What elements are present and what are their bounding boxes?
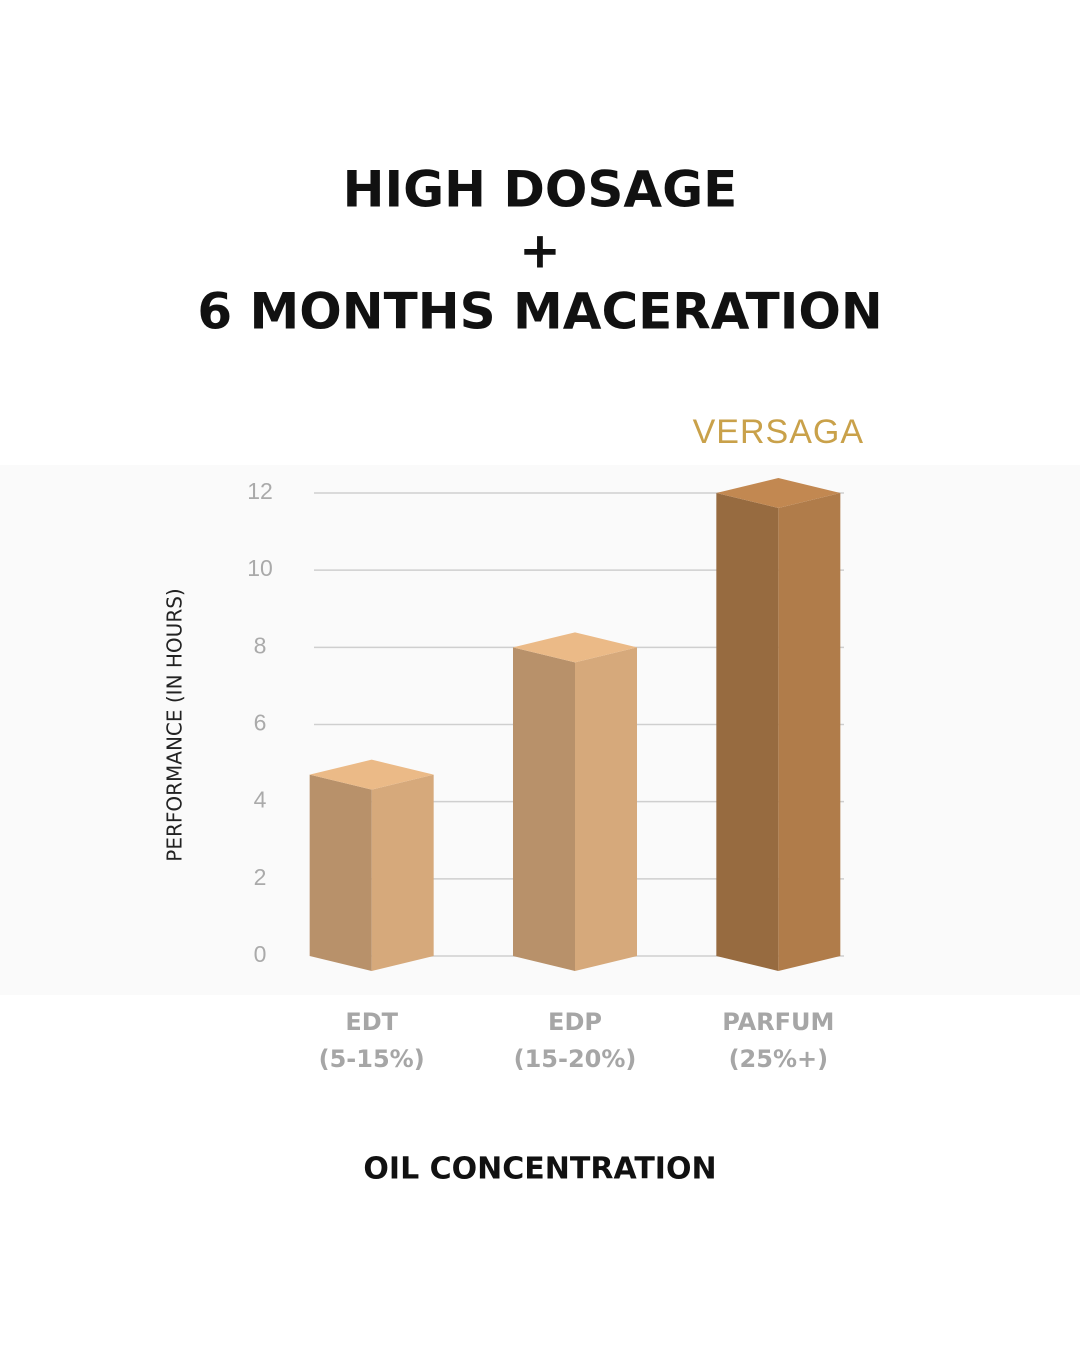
y-tick-label: 0 [254, 941, 267, 967]
x-axis-label: OIL CONCENTRATION [363, 1152, 716, 1187]
bar-left-face [309, 774, 372, 971]
chart-title: + [519, 222, 561, 280]
y-tick-label: 6 [254, 710, 267, 736]
x-tick-label: EDT [345, 1008, 398, 1036]
bar [513, 632, 637, 971]
y-tick-label: 4 [254, 787, 267, 813]
bar [716, 478, 841, 971]
x-tick-label: PARFUM [722, 1008, 834, 1036]
y-tick-label: 12 [247, 478, 273, 504]
bar-right-face [575, 647, 637, 971]
annotation: VERSAGA [693, 413, 864, 451]
chart-title: 6 MONTHS MACERATION [197, 283, 882, 341]
bar-left-face [513, 647, 575, 971]
x-tick-note: (5-15%) [319, 1045, 425, 1073]
bar [309, 759, 434, 971]
y-tick-label: 8 [254, 632, 267, 658]
bar-top-face [513, 632, 637, 663]
y-tick-label: 10 [247, 555, 273, 581]
bar-left-face [716, 493, 779, 971]
x-tick-note: (25%+) [729, 1045, 829, 1073]
bar-top-face [309, 759, 434, 790]
bar-right-face [371, 774, 434, 971]
bar-right-face [778, 493, 841, 971]
chart-title: HIGH DOSAGE [343, 161, 738, 219]
y-tick-label: 2 [254, 864, 267, 890]
bar-top-face [716, 478, 841, 508]
x-tick-note: (15-20%) [514, 1045, 637, 1073]
x-tick-label: EDP [548, 1008, 602, 1036]
y-axis-label: PERFORMANCE (IN HOURS) [163, 588, 187, 861]
